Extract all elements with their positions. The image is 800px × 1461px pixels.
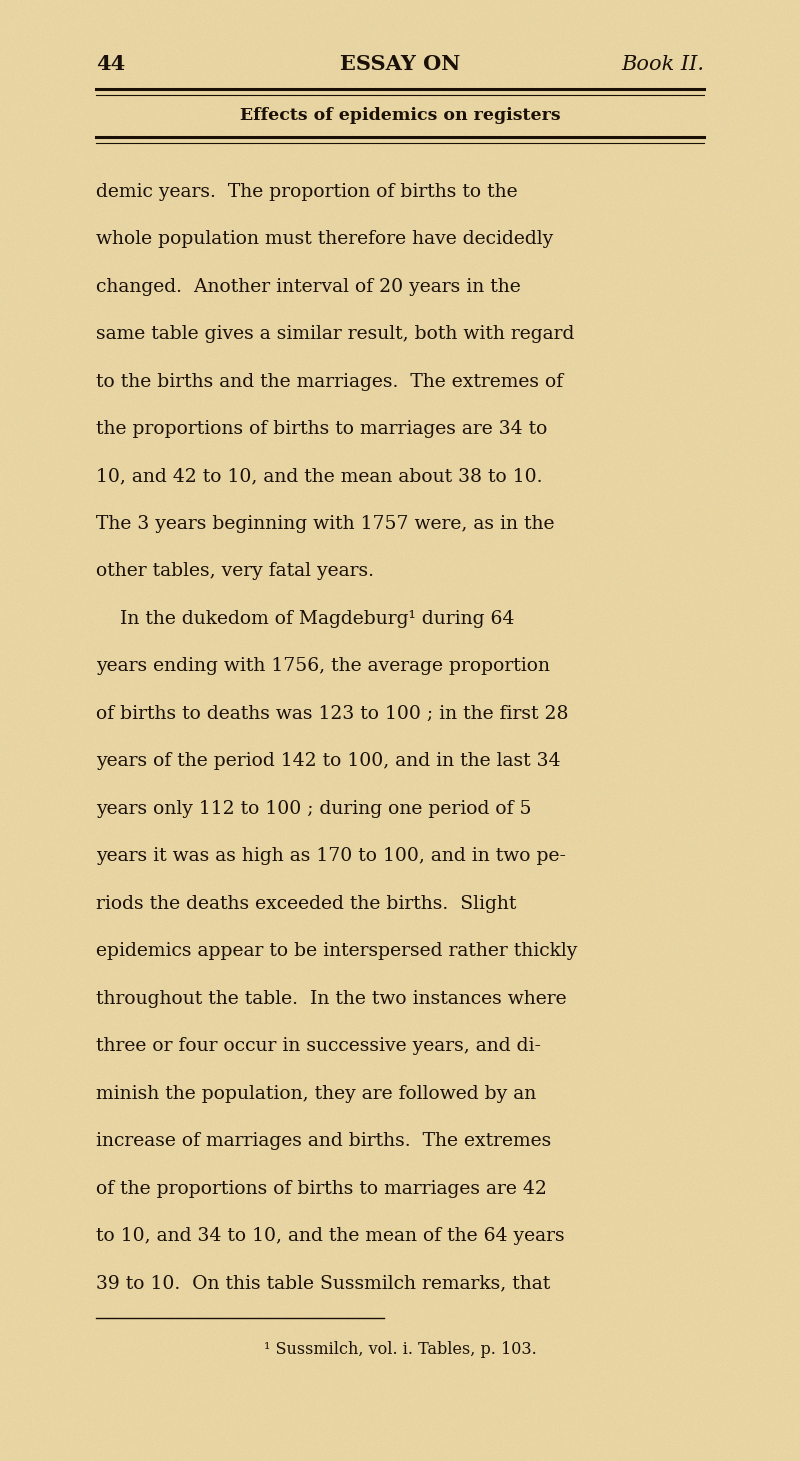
Text: Book II.: Book II. <box>621 54 704 75</box>
Text: throughout the table.  In the two instances where: throughout the table. In the two instanc… <box>96 991 566 1008</box>
Text: Effects of epidemics on registers: Effects of epidemics on registers <box>240 107 560 124</box>
Text: years ending with 1756, the average proportion: years ending with 1756, the average prop… <box>96 657 550 675</box>
Text: The 3 years beginning with 1757 were, as in the: The 3 years beginning with 1757 were, as… <box>96 516 554 533</box>
Text: of births to deaths was 123 to 100 ; in the first 28: of births to deaths was 123 to 100 ; in … <box>96 706 569 723</box>
Text: 39 to 10.  On this table Sussmilch remarks, that: 39 to 10. On this table Sussmilch remark… <box>96 1274 550 1293</box>
Text: ESSAY ON: ESSAY ON <box>340 54 460 75</box>
Text: epidemics appear to be interspersed rather thickly: epidemics appear to be interspersed rath… <box>96 942 578 960</box>
Text: same table gives a similar result, both with regard: same table gives a similar result, both … <box>96 326 574 343</box>
Text: minish the population, they are followed by an: minish the population, they are followed… <box>96 1084 536 1103</box>
Text: to 10, and 34 to 10, and the mean of the 64 years: to 10, and 34 to 10, and the mean of the… <box>96 1227 565 1245</box>
Text: to the births and the marriages.  The extremes of: to the births and the marriages. The ext… <box>96 373 563 390</box>
Text: years only 112 to 100 ; during one period of 5: years only 112 to 100 ; during one perio… <box>96 801 531 818</box>
Text: other tables, very fatal years.: other tables, very fatal years. <box>96 562 374 580</box>
Text: of the proportions of births to marriages are 42: of the proportions of births to marriage… <box>96 1180 547 1198</box>
Text: riods the deaths exceeded the births.  Slight: riods the deaths exceeded the births. Sl… <box>96 894 516 913</box>
Text: whole population must therefore have decidedly: whole population must therefore have dec… <box>96 231 554 248</box>
Text: changed.  Another interval of 20 years in the: changed. Another interval of 20 years in… <box>96 278 521 295</box>
Text: the proportions of births to marriages are 34 to: the proportions of births to marriages a… <box>96 421 547 438</box>
Text: three or four occur in successive years, and di-: three or four occur in successive years,… <box>96 1037 541 1055</box>
Text: ¹ Sussmilch, vol. i. Tables, p. 103.: ¹ Sussmilch, vol. i. Tables, p. 103. <box>264 1341 536 1359</box>
Text: 44: 44 <box>96 54 126 75</box>
Text: demic years.  The proportion of births to the: demic years. The proportion of births to… <box>96 183 518 200</box>
Text: years it was as high as 170 to 100, and in two pe-: years it was as high as 170 to 100, and … <box>96 847 566 865</box>
Text: increase of marriages and births.  The extremes: increase of marriages and births. The ex… <box>96 1132 551 1150</box>
Text: 10, and 42 to 10, and the mean about 38 to 10.: 10, and 42 to 10, and the mean about 38 … <box>96 468 542 485</box>
Text: In the dukedom of Magdeburg¹ during 64: In the dukedom of Magdeburg¹ during 64 <box>96 611 514 628</box>
Text: years of the period 142 to 100, and in the last 34: years of the period 142 to 100, and in t… <box>96 752 561 770</box>
